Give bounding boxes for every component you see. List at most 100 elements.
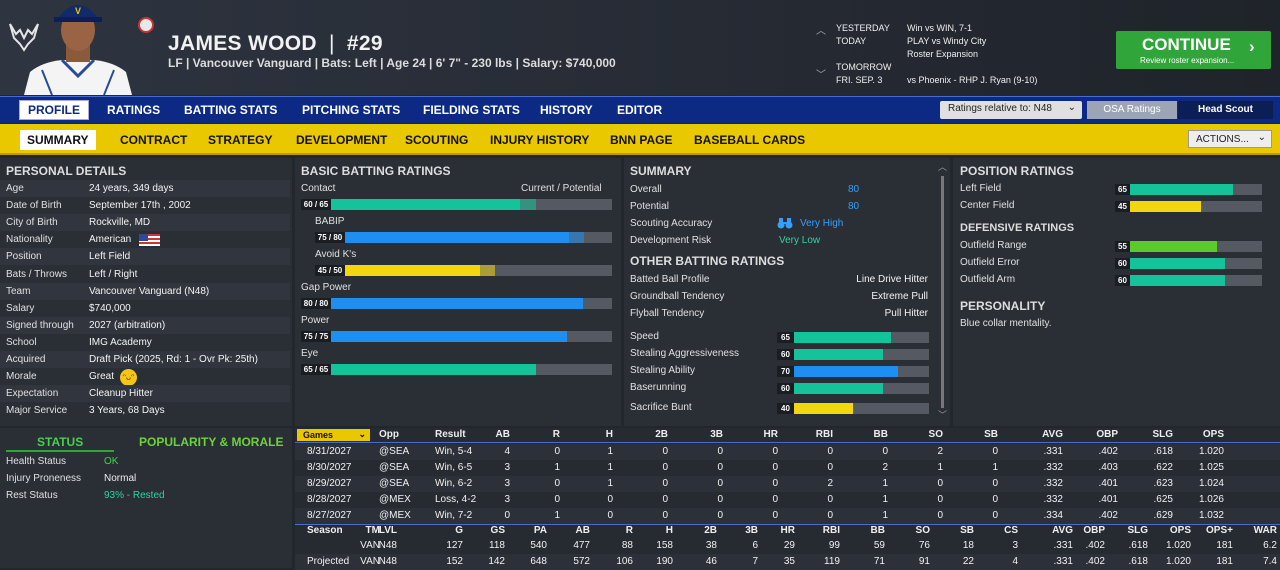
table-row[interactable] bbox=[295, 476, 1280, 492]
ratings-relative-select[interactable]: Ratings relative to: N48 ⌄ bbox=[940, 101, 1082, 119]
game-cell: .403 bbox=[1098, 462, 1118, 473]
schedule-up-icon[interactable]: ︿ bbox=[816, 26, 826, 37]
today-game[interactable]: PLAY vs Windy City bbox=[907, 36, 987, 46]
season-cell: 142 bbox=[488, 556, 505, 567]
game-cell: 1 bbox=[554, 510, 560, 521]
season-header: OPS+ bbox=[1206, 525, 1233, 536]
subtab-bnn-page[interactable]: BNN PAGE bbox=[610, 133, 673, 147]
table-row[interactable] bbox=[295, 492, 1280, 508]
game-cell: .332 bbox=[1043, 478, 1063, 489]
position-bar-track bbox=[1130, 201, 1262, 212]
season-cell: .331 bbox=[1053, 540, 1073, 551]
rating-bar-current bbox=[345, 232, 570, 243]
baserunning-bar-track bbox=[794, 366, 929, 377]
game-cell: 1 bbox=[607, 478, 613, 489]
season-cell: 540 bbox=[530, 540, 547, 551]
subtab-baseball-cards[interactable]: BASEBALL CARDS bbox=[694, 133, 806, 147]
position-label: Outfield Error bbox=[960, 257, 1020, 268]
baserunning-bar-track bbox=[794, 332, 929, 343]
profile-value: Extreme Pull bbox=[871, 291, 928, 302]
table-row[interactable] bbox=[295, 554, 1280, 570]
table-row[interactable] bbox=[295, 538, 1280, 554]
yesterday-result[interactable]: Win vs WIN, 7-1 bbox=[907, 23, 973, 33]
season-header: TM bbox=[365, 525, 380, 536]
detail-value: September 17th , 2002 bbox=[89, 200, 191, 212]
rating-badge: 75 / 75 bbox=[301, 331, 331, 342]
game-cell: 0 bbox=[772, 478, 778, 489]
table-row[interactable] bbox=[295, 444, 1280, 460]
batting-ratings-title: BASIC BATTING RATINGS bbox=[301, 164, 451, 178]
season-cell: 648 bbox=[530, 556, 547, 567]
detail-label: City of Birth bbox=[6, 217, 58, 229]
detail-value: Rockville, MD bbox=[89, 217, 151, 229]
popularity-morale-tab[interactable]: POPULARITY & MORALE bbox=[139, 435, 284, 449]
games-header: RBI bbox=[815, 429, 833, 440]
overall-label: Overall bbox=[630, 184, 662, 195]
subtab-scouting[interactable]: SCOUTING bbox=[405, 133, 469, 147]
rating-badge: 65 / 65 bbox=[301, 364, 331, 375]
tab-profile[interactable]: PROFILE bbox=[19, 100, 90, 120]
tomorrow-game[interactable]: vs Phoenix - RHP J. Ryan (9-10) bbox=[907, 75, 1038, 85]
development-risk-label: Development Risk bbox=[630, 235, 712, 246]
games-header: R bbox=[552, 429, 560, 440]
rating-bar-track bbox=[331, 199, 612, 210]
tab-pitching-stats[interactable]: PITCHING STATS bbox=[302, 103, 401, 117]
tab-history[interactable]: HISTORY bbox=[540, 103, 593, 117]
status-tab[interactable]: STATUS bbox=[6, 430, 114, 452]
game-cell: 1 bbox=[607, 446, 613, 457]
game-cell: .402 bbox=[1098, 446, 1118, 457]
tab-ratings[interactable]: RATINGS bbox=[107, 103, 161, 117]
season-cell: .331 bbox=[1053, 556, 1073, 567]
detail-row bbox=[0, 351, 290, 368]
schedule-down-icon[interactable]: ﹀ bbox=[816, 70, 826, 81]
game-cell: .618 bbox=[1153, 446, 1173, 457]
summary-scrollbar[interactable]: ︿ ﹀ bbox=[938, 160, 947, 422]
season-header: CS bbox=[1004, 525, 1018, 536]
position-bar-fill bbox=[1130, 184, 1233, 195]
table-row[interactable] bbox=[295, 508, 1280, 524]
game-cell: 0 bbox=[717, 462, 723, 473]
baserunning-bar-fill bbox=[794, 332, 891, 343]
season-header: H bbox=[665, 525, 673, 536]
flag-canton bbox=[139, 234, 148, 242]
detail-row bbox=[0, 265, 290, 283]
status-value: OK bbox=[104, 456, 119, 467]
season-cell: N48 bbox=[378, 556, 397, 567]
status-label: Rest Status bbox=[6, 490, 58, 501]
game-cell: 0 bbox=[662, 462, 668, 473]
tab-editor[interactable]: EDITOR bbox=[617, 103, 663, 117]
osa-ratings-button[interactable]: OSA Ratings bbox=[1087, 101, 1177, 119]
baserunning-bar-track bbox=[794, 403, 929, 414]
season-header: G bbox=[455, 525, 463, 536]
subtab-strategy[interactable]: STRATEGY bbox=[208, 133, 273, 147]
season-cell: .402 bbox=[1085, 556, 1105, 567]
chevron-down-icon: ⌄ bbox=[1257, 132, 1266, 143]
tab-fielding-stats[interactable]: FIELDING STATS bbox=[423, 103, 520, 117]
subtab-contract[interactable]: CONTRACT bbox=[120, 133, 188, 147]
head-scout-button[interactable]: Head Scout bbox=[1178, 101, 1273, 119]
continue-button[interactable]: CONTINUE Review roster expansion... › bbox=[1116, 31, 1271, 69]
game-cell: 0 bbox=[992, 494, 998, 505]
game-cell: Win, 7-2 bbox=[435, 510, 473, 521]
actions-dropdown[interactable]: ACTIONS... ⌄ bbox=[1188, 130, 1272, 148]
detail-row bbox=[0, 385, 290, 403]
detail-label: School bbox=[6, 336, 37, 348]
game-cell: 0 bbox=[554, 478, 560, 489]
game-cell: @MEX bbox=[379, 494, 411, 505]
baserunning-bar-fill bbox=[794, 349, 884, 360]
tab-batting-stats[interactable]: BATTING STATS bbox=[184, 103, 278, 117]
game-cell: 8/29/2027 bbox=[307, 478, 352, 489]
games-header: OPS bbox=[1202, 429, 1224, 440]
us-flag-icon bbox=[139, 234, 160, 247]
subtab-development[interactable]: DEVELOPMENT bbox=[296, 133, 388, 147]
season-cell: 119 bbox=[824, 556, 840, 567]
subtab-summary[interactable]: SUMMARY bbox=[20, 130, 96, 150]
games-dropdown[interactable]: Games ⌄ bbox=[297, 429, 370, 441]
game-cell: 1.020 bbox=[1198, 446, 1224, 457]
game-cell: 0 bbox=[504, 510, 510, 521]
baserunning-label: Baserunning bbox=[630, 382, 687, 393]
baserunning-bar-track bbox=[794, 383, 929, 394]
yesterday-label: YESTERDAY bbox=[836, 23, 890, 33]
table-row[interactable] bbox=[295, 460, 1280, 476]
subtab-injury-history[interactable]: INJURY HISTORY bbox=[490, 133, 590, 147]
